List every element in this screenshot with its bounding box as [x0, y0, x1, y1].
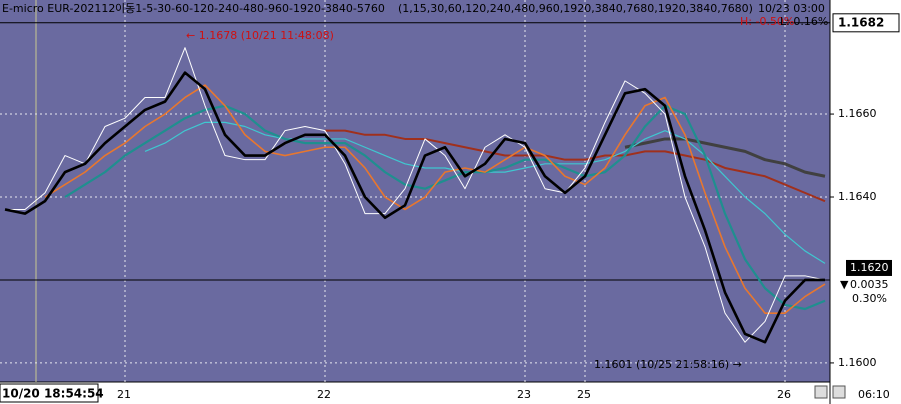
- time-axis-background: [0, 382, 830, 404]
- high-label: 1.1682: [838, 15, 884, 29]
- x-tick-label: 25: [577, 388, 591, 401]
- x-tick-label: 22: [317, 388, 331, 401]
- current-label: 1.1620: [850, 261, 889, 274]
- price-line: [5, 47, 826, 343]
- header-time: 10/23 03:00: [758, 2, 825, 15]
- price-line: [624, 137, 826, 178]
- change-label: 0.0035: [850, 278, 889, 291]
- down-arrow: ▼: [840, 278, 849, 291]
- header-indicator: 이동1-5-30-60-120-240-480-960-1920-3840-57…: [115, 2, 385, 15]
- high-annotation: ← 1.1678 (10/21 11:48:08): [186, 29, 334, 42]
- y-tick-label: 1.1640: [838, 190, 877, 203]
- percent-label: 0.30%: [852, 292, 887, 305]
- low-change: L: 0.16%: [780, 15, 828, 28]
- x-tick-label: 21: [117, 388, 131, 401]
- x-tick-label: 26: [777, 388, 791, 401]
- low-annotation: 1.1601 (10/25 21:58:16) →: [594, 358, 742, 371]
- zoom-button[interactable]: [832, 385, 846, 399]
- header-params: (1,15,30,60,120,240,480,960,1920,3840,76…: [398, 2, 753, 15]
- x-tick-label: 23: [517, 388, 531, 401]
- price-line: [64, 104, 826, 311]
- price-axis-background: [830, 0, 901, 404]
- header-title: E-micro EUR-202112: [2, 2, 115, 15]
- plot-layer: [0, 0, 830, 382]
- cursor-time: 10/20 18:54:54: [2, 387, 104, 401]
- price-line: [4, 71, 825, 344]
- high-box: [832, 13, 900, 33]
- current-box: [846, 259, 892, 276]
- y-tick-label: 1.1600: [838, 356, 877, 369]
- price-line: [325, 129, 826, 203]
- price-line: [44, 84, 826, 314]
- time-label: 06:10: [858, 388, 890, 401]
- y-tick-label: 1.1660: [838, 107, 877, 120]
- high-change: H: -0.50%: [740, 15, 794, 28]
- cursor-time-box: [0, 383, 99, 403]
- scroll-button[interactable]: [814, 385, 828, 399]
